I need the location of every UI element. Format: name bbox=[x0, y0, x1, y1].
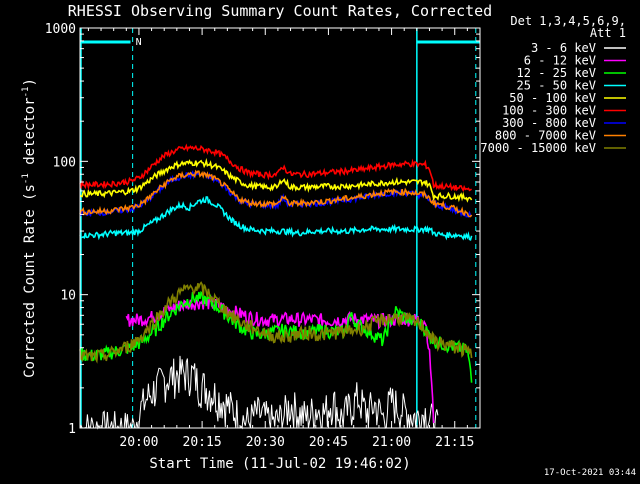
plot-frame bbox=[79, 27, 481, 429]
y-tick-label-1: 10 bbox=[60, 289, 76, 304]
y-axis-label-main: Corrected Count Rate (s bbox=[22, 184, 38, 378]
legend-label-4: 25 - 50 keV bbox=[517, 79, 596, 93]
x-tick-label-2: 20:30 bbox=[246, 435, 285, 450]
x-tick-label-5: 21:15 bbox=[435, 435, 474, 450]
legend-label-7: 300 - 800 keV bbox=[502, 116, 596, 130]
series-line-9 bbox=[79, 281, 473, 364]
legend-label-2: 6 - 12 keV bbox=[524, 54, 596, 68]
night-intervals: N bbox=[80, 28, 480, 428]
legend-label-1: 3 - 6 keV bbox=[531, 41, 596, 55]
chart-title: RHESSI Observing Summary Count Rates, Co… bbox=[68, 2, 492, 20]
legend-label-6: 100 - 300 keV bbox=[502, 104, 596, 118]
x-tick-label-4: 21:00 bbox=[372, 435, 411, 450]
y-tick-label-3: 1000 bbox=[45, 22, 76, 37]
y-axis-label-end: ) bbox=[22, 78, 38, 86]
y-axis-label-mid: detector bbox=[22, 97, 38, 173]
y-axis-label: Corrected Count Rate (s-1 detector-1) bbox=[21, 78, 38, 378]
legend-title: Det 1,3,4,5,6,9, bbox=[510, 14, 626, 28]
legend-label-5: 50 - 100 keV bbox=[509, 91, 596, 105]
plot-data-layer: N bbox=[79, 28, 480, 430]
generated-timestamp: 17-Oct-2021 03:44 bbox=[544, 468, 636, 478]
series-line-1 bbox=[79, 355, 439, 430]
legend-label-3: 12 - 25 keV bbox=[517, 66, 596, 80]
series-line-6 bbox=[79, 143, 472, 193]
y-tick-label-0: 1 bbox=[68, 422, 76, 437]
x-tick-label-0: 20:00 bbox=[119, 435, 158, 450]
series-line-5 bbox=[79, 157, 473, 203]
night-marker-label: N bbox=[136, 37, 142, 48]
axis-ticks: 20:00 20:15 20:30 20:45 21:00 21:15 1 10 100 1000 bbox=[45, 22, 480, 450]
y-axis-label-superscript-2: -1 bbox=[21, 87, 31, 98]
legend-label-9: 7000 - 15000 keV bbox=[480, 141, 596, 155]
legend-label-8: 800 - 7000 keV bbox=[495, 129, 596, 143]
series-line-4 bbox=[79, 196, 473, 241]
series-line-3 bbox=[79, 290, 473, 383]
y-axis-label-superscript-1: -1 bbox=[21, 173, 31, 184]
x-tick-label-1: 20:15 bbox=[183, 435, 222, 450]
x-axis-label: Start Time (11-Jul-02 19:46:02) bbox=[149, 456, 410, 472]
x-tick-label-3: 20:45 bbox=[309, 435, 348, 450]
series-line-8 bbox=[79, 169, 473, 218]
y-tick-label-2: 100 bbox=[53, 155, 76, 170]
legend-subtitle: Att 1 bbox=[590, 26, 626, 40]
